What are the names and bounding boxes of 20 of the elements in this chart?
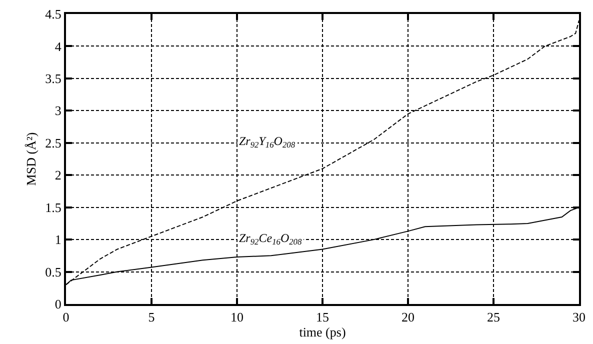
x-tick-label: 10 <box>230 310 244 325</box>
y-tick-label: 0.5 <box>45 264 62 280</box>
y-tick-label: 0 <box>54 296 62 312</box>
y-tick-label: 4.5 <box>45 6 62 22</box>
series-label: Zr$_{92}$Ce$_{16}$O$_{208}$ <box>239 231 302 247</box>
x-axis-title: time (ps) <box>299 324 346 340</box>
y-tick-label: 2 <box>54 168 62 183</box>
y-tick-label: 1 <box>54 232 62 248</box>
y-tick-label: 3 <box>54 103 62 118</box>
y-axis-title: MSD (Å²) <box>24 132 39 186</box>
x-tick-label: 20 <box>402 310 414 325</box>
y-tick-label: 1.5 <box>45 200 62 215</box>
y-tick-label: 4 <box>54 38 62 54</box>
x-tick-label: 5 <box>148 310 155 325</box>
y-tick-label: 3.5 <box>45 70 62 86</box>
x-tick-label: 25 <box>487 310 500 325</box>
x-tick-label: 30 <box>572 310 586 325</box>
text: Zr$_{92}$Y$_{16}$O$_{208}$ <box>239 134 296 150</box>
x-tick-label: 15 <box>316 310 329 325</box>
y-tick-label: 2.5 <box>45 135 62 150</box>
